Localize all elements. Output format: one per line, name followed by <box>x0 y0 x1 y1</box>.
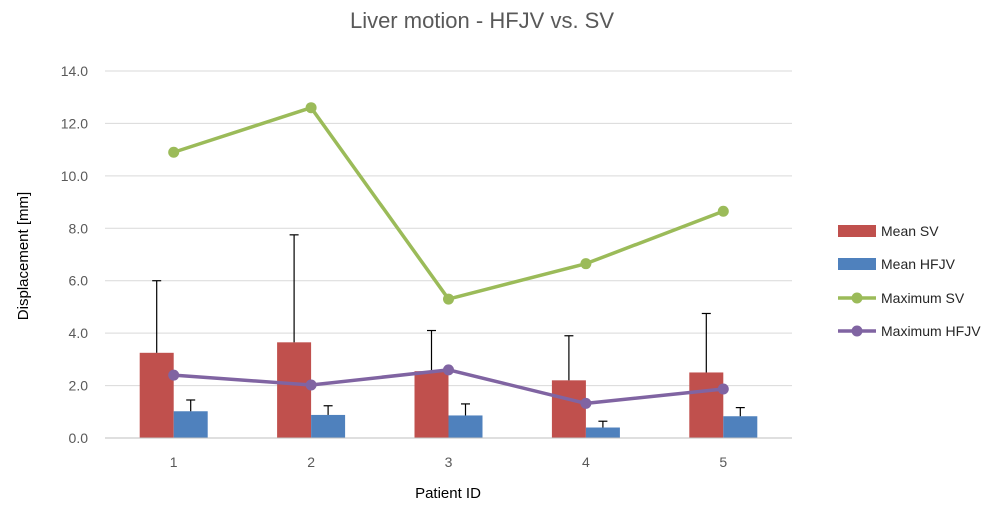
chart-title: Liver motion - HFJV vs. SV <box>350 8 614 33</box>
bar <box>173 411 208 438</box>
error-bars <box>152 234 745 428</box>
legend-label: Maximum SV <box>881 290 965 306</box>
bar <box>723 416 758 438</box>
series-point <box>717 383 729 395</box>
legend-swatch <box>838 225 876 237</box>
bar <box>689 372 724 438</box>
series-point <box>443 364 454 376</box>
bars <box>139 342 758 438</box>
series-point <box>580 258 592 270</box>
x-axis-ticks: 1 2 3 4 5 <box>170 454 728 470</box>
series-point <box>168 146 180 158</box>
legend-label: Maximum HFJV <box>881 323 981 339</box>
bar <box>277 342 312 438</box>
x-axis-label: Patient ID <box>415 485 481 502</box>
bar <box>311 414 346 438</box>
series-line <box>173 105 724 301</box>
y-tick-label: 14.0 <box>61 63 88 79</box>
y-tick-label: 10.0 <box>61 168 88 184</box>
y-tick-label: 2.0 <box>69 378 89 394</box>
series-point <box>717 205 729 217</box>
legend-marker <box>851 292 863 304</box>
lines <box>168 102 729 409</box>
x-tick-label: 5 <box>719 454 727 470</box>
y-tick-label: 8.0 <box>69 220 89 236</box>
x-tick-label: 2 <box>307 454 315 470</box>
series-point <box>443 293 454 305</box>
series-point <box>168 369 180 381</box>
legend-label: Mean SV <box>881 223 939 239</box>
y-tick-label: 4.0 <box>69 325 89 341</box>
bar <box>585 427 620 438</box>
series-point <box>580 397 592 409</box>
bar <box>414 371 449 438</box>
legend: Mean SV Mean HFJV Maximum SV Maximum HFJV <box>838 223 981 339</box>
x-tick-label: 3 <box>445 454 453 470</box>
bar <box>551 380 586 438</box>
bar <box>139 352 174 438</box>
legend-label: Mean HFJV <box>881 256 956 272</box>
y-axis-label: Displacement [mm] <box>15 192 32 320</box>
bar <box>448 415 483 438</box>
y-axis-ticks: 0.0 2.0 4.0 6.0 8.0 10.0 12.0 14.0 <box>61 63 88 446</box>
y-tick-label: 12.0 <box>61 115 88 131</box>
series-point <box>305 102 317 114</box>
series-point <box>305 379 317 391</box>
x-tick-label: 4 <box>582 454 590 470</box>
x-tick-label: 1 <box>170 454 178 470</box>
legend-marker <box>851 325 863 337</box>
y-tick-label: 6.0 <box>69 273 89 289</box>
gridlines <box>105 70 792 387</box>
legend-swatch <box>838 258 876 270</box>
y-tick-label: 0.0 <box>69 430 89 446</box>
